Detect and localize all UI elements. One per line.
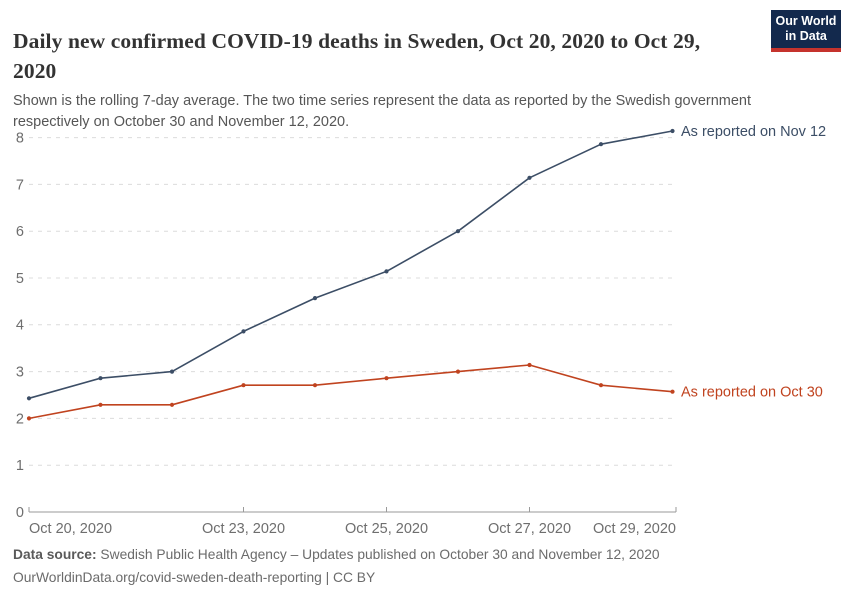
line-chart: 0 1 2 3 4 5 6 7 8 Oct 20, 2020 Oct 23, 2020 Oct 25,… — [16, 124, 826, 537]
y-tick-label: 4 — [16, 318, 24, 334]
series-line — [28, 364, 673, 420]
y-tick-label: 1 — [16, 458, 24, 474]
y-tick-label: 7 — [16, 177, 24, 193]
data-point — [312, 383, 318, 388]
owid-logo-line2: in Data — [785, 29, 827, 43]
y-tick-label: 2 — [16, 411, 24, 427]
x-tick-label: Oct 23, 2020 — [202, 521, 285, 537]
y-tick-label: 8 — [16, 131, 24, 147]
data-source-line: Data source: Swedish Public Health Agenc… — [13, 543, 833, 566]
data-point — [169, 369, 175, 374]
data-point — [98, 402, 103, 407]
data-source-text: Swedish Public Health Agency – Updates p… — [96, 547, 660, 562]
x-tick-label: Oct 20, 2020 — [29, 521, 112, 537]
y-tick-label: 3 — [16, 365, 24, 381]
series-line — [28, 130, 673, 400]
data-point — [598, 383, 604, 388]
chart-footer: Data source: Swedish Public Health Agenc… — [13, 543, 833, 589]
data-point — [670, 128, 675, 134]
x-tick-label: Oct 27, 2020 — [488, 521, 571, 537]
data-point — [26, 396, 32, 401]
owid-logo[interactable]: Our World in Data — [771, 10, 841, 52]
chart-area: 0 1 2 3 4 5 6 7 8 Oct 20, 2020 Oct 23, 2020 Oct 25,… — [0, 120, 850, 540]
data-point — [527, 362, 532, 368]
license-line[interactable]: OurWorldinData.org/covid-sweden-death-re… — [13, 570, 376, 585]
chart-subtitle: Shown is the rolling 7-day average. The … — [13, 92, 752, 130]
data-point — [455, 369, 461, 374]
data-source-label: Data source: — [13, 547, 97, 562]
data-point — [241, 383, 246, 388]
data-point — [384, 269, 389, 274]
x-tick-label: Oct 29, 2020 — [593, 521, 676, 537]
data-point — [169, 402, 175, 407]
owid-logo-line1: Our World — [775, 14, 837, 28]
series-end-label: As reported on Nov 12 — [681, 124, 826, 140]
data-point — [670, 389, 675, 394]
data-point — [26, 416, 32, 421]
data-point — [241, 329, 246, 334]
data-point — [527, 175, 532, 180]
data-point — [312, 296, 318, 301]
data-point — [455, 229, 461, 234]
y-tick-label: 5 — [16, 271, 24, 287]
y-tick-label: 0 — [16, 505, 24, 521]
x-tick-label: Oct 25, 2020 — [345, 521, 428, 537]
y-tick-label: 6 — [16, 224, 24, 240]
page-title: Daily new confirmed COVID-19 deaths in S… — [13, 29, 701, 84]
data-point — [98, 376, 103, 381]
series-end-label: As reported on Oct 30 — [681, 385, 823, 401]
data-point — [598, 142, 604, 147]
data-point — [384, 376, 389, 381]
